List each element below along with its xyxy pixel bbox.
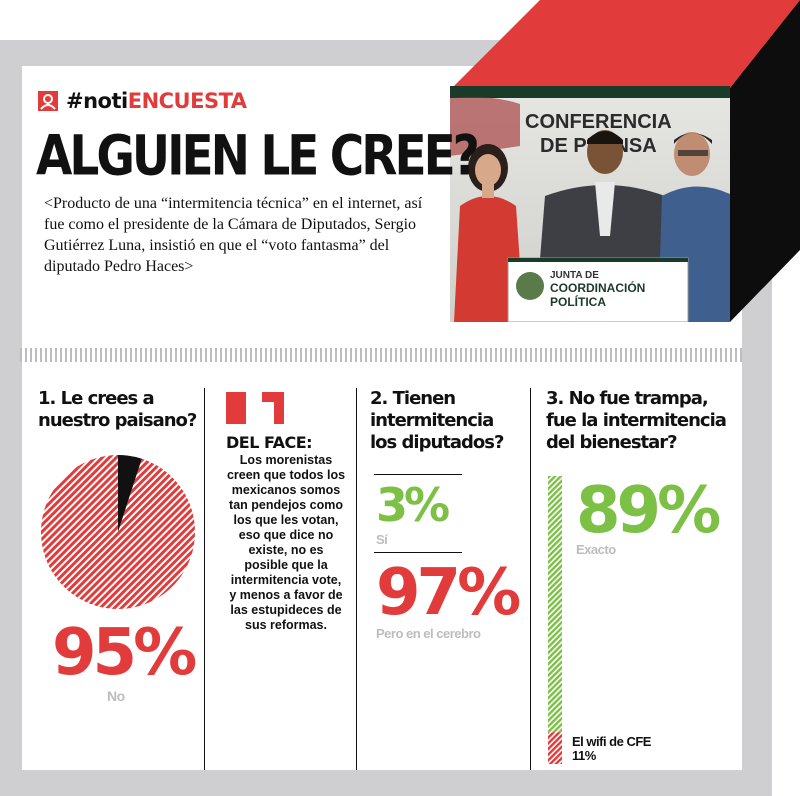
podium-line1: JUNTA DE — [550, 270, 599, 281]
face-body: Los morenistas creen que todos los mexic… — [226, 453, 346, 632]
q2-title: 2. Tienen intermitencia los diputados? — [370, 388, 504, 453]
pie-slice-no — [40, 455, 196, 609]
q3-answer-a-percentage: 89% — [576, 474, 721, 548]
press-conference-photo: CONFERENCIA DE PRENSA JUNTA DE COORDINAC… — [450, 86, 730, 322]
face-title: DEL FACE: — [226, 433, 313, 452]
headline: ALGUIEN LE CREE? — [36, 124, 480, 189]
user-icon — [38, 91, 58, 111]
brand-hashtag-suffix: ENCUESTA — [127, 89, 247, 113]
q3-answer-a-label: Exacto — [576, 542, 616, 557]
q1-answer-label: No — [107, 688, 125, 704]
pie-slice-other — [118, 455, 142, 532]
intro-text: <Producto de una “intermitencia técnica”… — [44, 195, 423, 275]
banner-line1: CONFERENCIA — [525, 111, 672, 133]
column-divider-2 — [356, 388, 357, 770]
podium-line2: COORDINACIÓN — [550, 280, 645, 295]
brand-hashtag: #notiENCUESTA — [66, 89, 247, 113]
q3-bar-segment-wifi — [548, 732, 562, 764]
q2-answer-a-label: Sí — [376, 532, 388, 547]
q2-rule-2 — [374, 552, 462, 553]
q1-pie-chart — [40, 455, 196, 609]
q3-answer-b-label: El wifi de CFE — [572, 734, 651, 749]
brand-hashtag-prefix: #noti — [66, 89, 128, 113]
q2-answer-b-percentage: 97% — [376, 556, 521, 630]
brand-logo: #notiENCUESTA — [38, 88, 247, 114]
q1-title: 1. Le crees a nuestro paisano? — [38, 388, 197, 431]
cube-side-face — [730, 0, 800, 322]
q2-answer-b-label: Pero en el cerebro — [376, 626, 481, 641]
q1-percentage: 95% — [52, 616, 197, 690]
q3-stacked-bar — [548, 476, 562, 764]
column-divider-3 — [530, 388, 531, 770]
cube-top-face — [452, 0, 800, 88]
quote-marks-icon — [226, 392, 284, 424]
podium-line3: POLÍTICA — [550, 294, 606, 309]
q3-title: 3. No fue trampa, fue la intermitencia d… — [546, 388, 727, 453]
column-divider-1 — [204, 388, 205, 770]
q2-answer-a-percentage: 3% — [376, 478, 450, 532]
q3-bar-segment-exacto — [548, 476, 562, 733]
dashed-divider — [20, 348, 742, 362]
q3-answer-b-percentage: 11% — [572, 748, 596, 763]
q2-rule-1 — [374, 474, 462, 475]
